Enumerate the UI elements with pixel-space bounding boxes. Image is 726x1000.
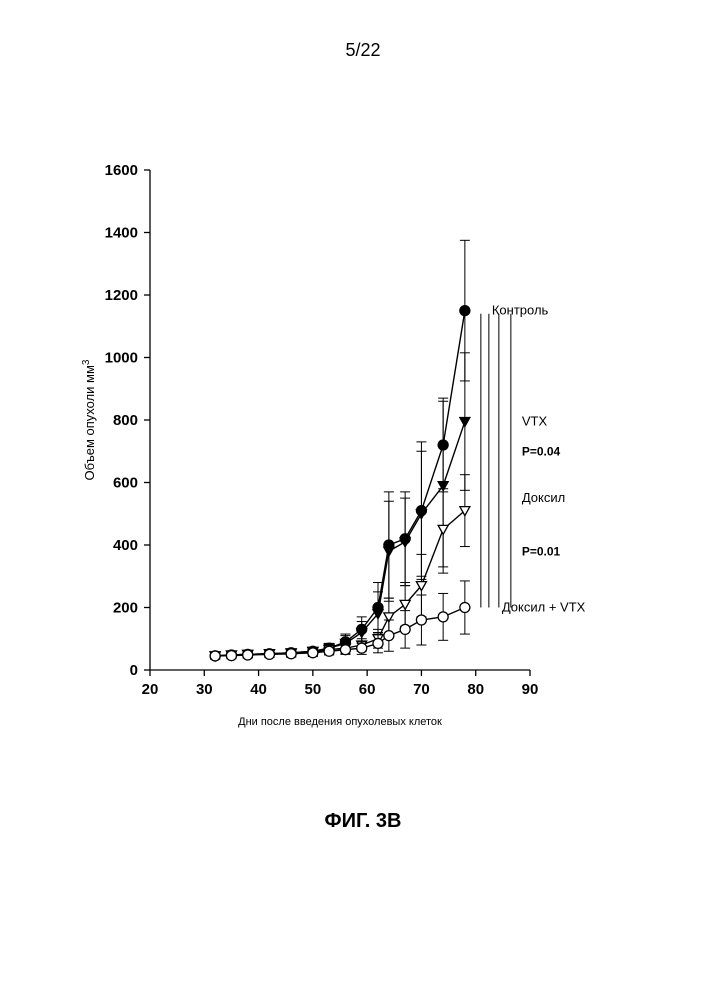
svg-text:1400: 1400 (105, 225, 138, 242)
svg-text:Контроль: Контроль (492, 303, 549, 318)
svg-text:60: 60 (359, 681, 376, 698)
svg-text:80: 80 (467, 681, 484, 698)
svg-text:Доксил + VTX: Доксил + VTX (502, 600, 586, 615)
svg-text:90: 90 (522, 681, 539, 698)
svg-text:0: 0 (130, 662, 138, 679)
svg-text:1200: 1200 (105, 287, 138, 304)
page: 5/22 20 30 40 50 60 70 80 90 0 200 400 600 800 1000 12… (0, 0, 726, 1000)
svg-text:Доксил: Доксил (522, 490, 565, 505)
page-number: 5/22 (0, 40, 726, 61)
svg-text:P=0.04: P=0.04 (522, 444, 561, 458)
svg-text:40: 40 (250, 681, 267, 698)
svg-text:400: 400 (113, 537, 138, 554)
svg-text:1600: 1600 (105, 162, 138, 179)
svg-text:Дни после введения опухолевых: Дни после введения опухолевых клеток (238, 716, 442, 728)
tumor-volume-chart: 20 30 40 50 60 70 80 90 0 200 400 600 800 1000 1200 140… (80, 150, 640, 770)
svg-text:30: 30 (196, 681, 213, 698)
svg-text:P=0.01: P=0.01 (522, 544, 561, 558)
svg-text:800: 800 (113, 412, 138, 429)
svg-text:20: 20 (142, 681, 159, 698)
chart-svg: 20 30 40 50 60 70 80 90 0 200 400 600 800 1000 1200 140… (80, 150, 640, 770)
svg-text:Объем опухоли мм3: Объем опухоли мм3 (81, 359, 98, 480)
figure-caption: ФИГ. 3B (0, 810, 726, 833)
svg-text:VTX: VTX (522, 414, 548, 429)
svg-text:200: 200 (113, 600, 138, 617)
svg-text:1000: 1000 (105, 350, 138, 367)
svg-text:70: 70 (413, 681, 430, 698)
svg-text:600: 600 (113, 475, 138, 492)
svg-text:50: 50 (305, 681, 322, 698)
